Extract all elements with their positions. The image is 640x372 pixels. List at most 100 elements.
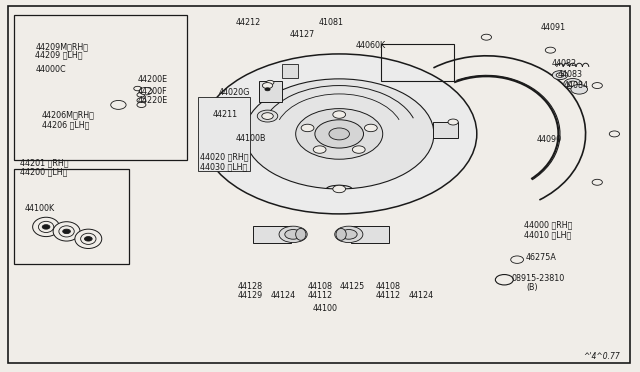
Text: 44112: 44112 — [376, 291, 401, 300]
Text: 44000C: 44000C — [35, 65, 66, 74]
Circle shape — [42, 225, 50, 229]
Bar — [433, 122, 458, 138]
Circle shape — [313, 146, 326, 153]
Ellipse shape — [53, 222, 80, 241]
Text: 44124: 44124 — [408, 291, 433, 300]
Text: 44220E: 44220E — [138, 96, 168, 105]
Circle shape — [333, 111, 346, 118]
Bar — [381, 44, 454, 81]
Circle shape — [495, 275, 513, 285]
Text: 44124: 44124 — [271, 291, 296, 300]
Circle shape — [202, 54, 477, 214]
Bar — [14, 169, 129, 264]
Text: 44108: 44108 — [307, 282, 332, 291]
Circle shape — [364, 124, 377, 132]
Text: 44030 〈LH〉: 44030 〈LH〉 — [200, 162, 247, 171]
Text: 44129: 44129 — [238, 291, 263, 300]
Text: 44100K: 44100K — [24, 204, 54, 213]
Circle shape — [545, 47, 556, 53]
Ellipse shape — [33, 217, 60, 237]
Circle shape — [285, 230, 301, 239]
Text: 44010 〈LH〉: 44010 〈LH〉 — [524, 230, 571, 239]
Text: 44020G: 44020G — [219, 88, 250, 97]
Ellipse shape — [336, 228, 346, 240]
Circle shape — [564, 78, 582, 89]
Circle shape — [568, 81, 577, 86]
Circle shape — [137, 93, 145, 97]
Text: 44000 〈RH〉: 44000 〈RH〉 — [524, 221, 572, 230]
Text: 44100B: 44100B — [236, 134, 266, 143]
Text: 44082: 44082 — [552, 60, 577, 68]
Text: 44100: 44100 — [312, 304, 337, 312]
Bar — [259, 81, 282, 102]
Text: 44084: 44084 — [563, 81, 588, 90]
Circle shape — [552, 71, 568, 80]
Circle shape — [609, 131, 620, 137]
Bar — [253, 226, 291, 243]
Circle shape — [592, 179, 602, 185]
Text: 44108: 44108 — [376, 282, 401, 291]
Text: 44091: 44091 — [541, 23, 566, 32]
Text: 44112: 44112 — [307, 291, 332, 300]
Text: 44212: 44212 — [236, 18, 260, 27]
Circle shape — [84, 237, 92, 241]
Text: 44206 〈LH〉: 44206 〈LH〉 — [42, 120, 89, 129]
Text: 44128: 44128 — [238, 282, 263, 291]
Circle shape — [448, 119, 458, 125]
Text: 44209M〈RH〉: 44209M〈RH〉 — [35, 42, 88, 51]
Circle shape — [301, 124, 314, 132]
Text: (B): (B) — [526, 283, 538, 292]
Text: 44125: 44125 — [339, 282, 364, 291]
Circle shape — [140, 87, 152, 95]
Circle shape — [262, 113, 273, 119]
Ellipse shape — [296, 228, 306, 240]
Circle shape — [329, 128, 349, 140]
Circle shape — [111, 100, 126, 109]
Circle shape — [556, 73, 564, 77]
Bar — [282, 64, 298, 78]
Text: 44083: 44083 — [558, 70, 583, 79]
Ellipse shape — [81, 233, 96, 244]
Circle shape — [511, 256, 524, 263]
Text: 41081: 41081 — [319, 18, 344, 27]
Text: 44211: 44211 — [213, 110, 238, 119]
Circle shape — [63, 229, 70, 234]
Circle shape — [296, 109, 383, 159]
Circle shape — [340, 230, 357, 239]
Circle shape — [134, 86, 141, 91]
Circle shape — [262, 83, 273, 89]
Bar — [14, 15, 187, 160]
Circle shape — [266, 80, 274, 85]
Text: 44090: 44090 — [536, 135, 561, 144]
Bar — [198, 97, 250, 171]
Ellipse shape — [38, 221, 54, 232]
Circle shape — [481, 34, 492, 40]
Circle shape — [137, 102, 146, 108]
Text: 44209 〈LH〉: 44209 〈LH〉 — [35, 51, 83, 60]
Circle shape — [335, 226, 363, 243]
Text: 44020 〈RH〉: 44020 〈RH〉 — [200, 153, 248, 161]
Text: ^'4^0.77: ^'4^0.77 — [583, 352, 620, 361]
Ellipse shape — [75, 229, 102, 248]
Circle shape — [592, 83, 602, 89]
Text: 44201 〈RH〉: 44201 〈RH〉 — [20, 158, 69, 167]
Ellipse shape — [59, 226, 74, 237]
Circle shape — [257, 110, 278, 122]
Text: 08915-23810: 08915-23810 — [512, 274, 565, 283]
Circle shape — [353, 146, 365, 153]
Circle shape — [265, 88, 270, 91]
Text: 44200 〈LH〉: 44200 〈LH〉 — [20, 167, 68, 176]
Text: 44200E: 44200E — [138, 75, 168, 84]
Text: 44200F: 44200F — [138, 87, 167, 96]
Circle shape — [279, 226, 307, 243]
Text: 46275A: 46275A — [526, 253, 557, 262]
Bar — [351, 226, 389, 243]
Circle shape — [244, 79, 434, 189]
Text: 44127: 44127 — [289, 30, 314, 39]
Circle shape — [333, 185, 346, 193]
Circle shape — [315, 120, 364, 148]
Circle shape — [571, 84, 588, 94]
Circle shape — [137, 98, 146, 103]
Text: 44206M〈RH〉: 44206M〈RH〉 — [42, 111, 95, 120]
Text: 44060K: 44060K — [355, 41, 385, 50]
